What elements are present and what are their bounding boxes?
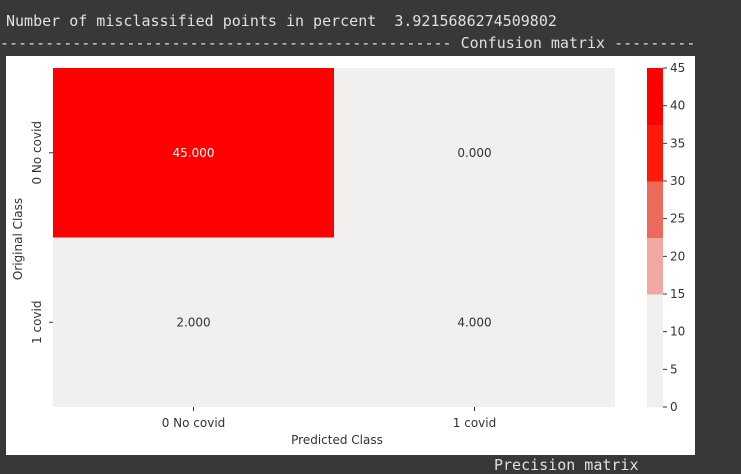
cell-annotation-0-1: 0.000: [457, 146, 491, 160]
cell-annotation-0-0: 45.000: [173, 146, 215, 160]
y-tick-label: 1 covid: [30, 301, 44, 344]
colorbar-tick-label: 15: [670, 287, 685, 301]
colorbar-tick-label: 5: [670, 362, 678, 376]
heatmap-cell-1-0: [53, 237, 334, 407]
x-tick-label: 0 No covid: [162, 416, 226, 430]
colorbar-tick-label: 35: [670, 136, 685, 150]
colorbar-tick-label: 20: [670, 249, 685, 263]
cell-annotation-1-1: 4.000: [457, 315, 491, 329]
colorbar-tick-label: 25: [670, 212, 685, 226]
colorbar-segment: [647, 68, 663, 125]
colorbar-segment: [647, 350, 663, 408]
x-tick-label: 1 covid: [453, 416, 496, 430]
colorbar-segment: [647, 237, 663, 295]
colorbar-segment: [647, 124, 663, 182]
heatmap-cell-1-1: [334, 237, 615, 407]
misclassified-label: Number of misclassified points in percen…: [6, 12, 377, 30]
confusion-matrix-separator: ----------------------------------------…: [0, 34, 741, 52]
separator-title: Confusion matrix: [460, 34, 606, 52]
y-tick-label: 0 No covid: [30, 121, 44, 185]
heatmap-cell-0-0: [53, 68, 334, 238]
colorbar-tick-label: 40: [670, 99, 685, 113]
misclassified-value: 3.9215686274509802: [394, 12, 557, 30]
heatmap-cell-0-1: [334, 68, 615, 238]
colorbar-tick-label: 30: [670, 174, 685, 188]
x-axis-label: Predicted Class: [291, 433, 383, 447]
colorbar-segment: [647, 294, 663, 351]
cell-annotation-1-0: 2.000: [176, 315, 210, 329]
separator-right: ---------: [614, 34, 696, 52]
colorbar-segment: [647, 181, 663, 238]
separator-left: ----------------------------------------…: [0, 34, 452, 52]
misclassified-output: Number of misclassified points in percen…: [6, 12, 557, 30]
colorbar-tick-label: 45: [670, 61, 685, 75]
y-axis-label: Original Class: [11, 198, 25, 280]
next-output-line: Precision matrix: [494, 456, 639, 474]
colorbar-tick-label: 0: [670, 400, 678, 414]
figure-panel: 45.000 0.000 2.000 4.000 0 No covid 1 covid …: [6, 56, 695, 455]
colorbar-tick-label: 10: [670, 325, 685, 339]
